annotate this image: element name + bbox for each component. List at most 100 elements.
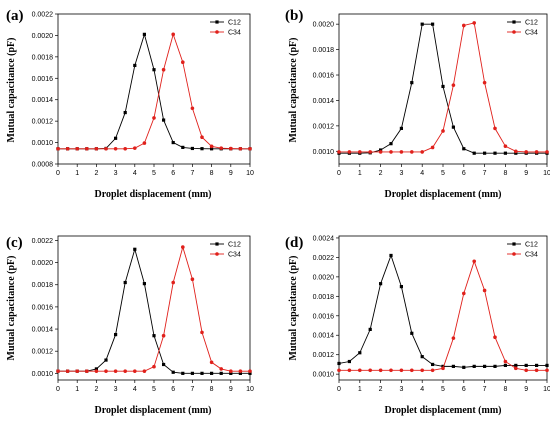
data-point-c34 (472, 259, 477, 264)
x-tick-label: 6 (171, 386, 175, 393)
panel-label: (a) (6, 8, 24, 24)
y-tick-label: 0.0022 (313, 255, 335, 262)
y-tick-label: 0.0018 (32, 54, 54, 61)
data-point-c12 (399, 284, 403, 289)
data-point-c34 (430, 368, 435, 373)
data-point-c12 (545, 363, 549, 368)
data-point-c34 (358, 368, 362, 373)
x-tick-label: 7 (190, 170, 194, 177)
legend-label-c34: C34 (525, 30, 538, 37)
data-point-c34 (209, 144, 214, 149)
data-point-c34 (368, 150, 373, 154)
data-point-c12 (389, 253, 393, 258)
y-axis-label: Mutual capacitance (pF) (6, 256, 17, 361)
x-axis-label: Droplet displacement (mm) (384, 189, 501, 200)
y-tick-label: 0.0012 (313, 352, 335, 359)
data-point-c34 (209, 360, 214, 365)
data-point-c12 (190, 371, 194, 375)
data-point-c34 (56, 369, 60, 373)
panel-label: (b) (285, 8, 303, 24)
data-point-c34 (420, 368, 425, 373)
x-tick-label: 6 (462, 386, 466, 393)
legend-marker-c12 (215, 20, 219, 24)
data-point-c34 (65, 146, 70, 151)
x-tick-label: 0 (56, 170, 60, 177)
data-point-c12 (514, 151, 518, 155)
data-point-c12 (483, 364, 487, 368)
data-point-c12 (451, 125, 455, 129)
plot-frame (338, 235, 548, 381)
data-point-c12 (248, 371, 252, 375)
legend-marker-c34 (512, 30, 516, 34)
x-tick-label: 8 (503, 386, 507, 393)
data-point-c34 (133, 369, 137, 373)
data-point-c12 (152, 68, 156, 72)
data-point-c34 (337, 150, 341, 154)
x-tick-label: 10 (543, 170, 550, 177)
data-point-c12 (114, 332, 118, 337)
data-point-c34 (133, 146, 137, 150)
data-point-c12 (472, 151, 476, 155)
x-tick-label: 5 (441, 386, 445, 393)
y-tick-label: 0.0024 (313, 235, 335, 242)
x-axis-label: Droplet displacement (mm) (384, 405, 501, 416)
x-tick-label: 7 (190, 386, 194, 393)
x-axis-label: Droplet displacement (mm) (94, 189, 211, 200)
data-point-c34 (56, 146, 60, 151)
data-point-c34 (181, 245, 185, 249)
data-point-c12 (379, 148, 383, 152)
data-point-c12 (190, 146, 194, 151)
data-point-c34 (190, 277, 195, 282)
x-tick-label: 0 (337, 170, 341, 177)
legend-marker-c12 (215, 242, 219, 246)
plot-frame (57, 13, 251, 165)
y-tick-label: 0.0022 (32, 238, 54, 245)
data-point-c34 (524, 368, 528, 373)
data-point-c12 (451, 364, 455, 368)
data-point-c34 (410, 150, 414, 154)
legend-marker-c34 (512, 252, 516, 256)
series-line-c34 (339, 259, 547, 371)
data-point-c12 (431, 362, 435, 367)
data-point-c34 (229, 369, 233, 373)
legend-marker-c12 (512, 20, 516, 24)
x-tick-label: 9 (229, 386, 233, 393)
y-tick-label: 0.0020 (313, 22, 335, 29)
x-tick-label: 6 (462, 170, 466, 177)
legend-label-c12: C12 (228, 242, 241, 249)
y-tick-label: 0.0008 (32, 162, 54, 169)
y-tick-label: 0.0014 (313, 98, 335, 105)
data-point-c12 (535, 363, 539, 368)
data-point-c12 (162, 362, 166, 367)
x-tick-label: 8 (210, 386, 214, 393)
x-tick-label: 2 (94, 170, 98, 177)
data-point-c12 (133, 247, 137, 251)
x-tick-label: 9 (524, 386, 528, 393)
data-point-c34 (238, 369, 243, 373)
y-tick-label: 0.0016 (32, 76, 54, 83)
data-point-c12 (162, 118, 166, 122)
data-point-c34 (200, 135, 204, 140)
data-point-c34 (200, 330, 204, 335)
legend-label-c12: C12 (525, 242, 538, 249)
chart-panel-2: 0 1 2 3 4 5 6 7 8 9 10 0.0010 0.0012 0.0014 0.0016 0.00… (285, 8, 550, 200)
data-point-c34 (219, 146, 223, 150)
data-point-c34 (104, 369, 108, 373)
legend-label-c12: C12 (228, 20, 241, 27)
series-line-c34 (58, 32, 250, 150)
y-tick-label: 0.0010 (32, 371, 54, 378)
y-tick-label: 0.0018 (313, 294, 335, 301)
data-point-c34 (441, 366, 445, 371)
data-point-c12 (472, 364, 476, 368)
data-point-c34 (113, 146, 118, 151)
x-tick-label: 3 (114, 170, 118, 177)
data-point-c12 (503, 151, 507, 155)
data-point-c34 (75, 146, 79, 151)
data-point-c34 (248, 369, 252, 373)
y-tick-label: 0.0016 (32, 304, 54, 311)
x-tick-label: 5 (441, 170, 445, 177)
data-point-c12 (114, 136, 118, 140)
series-line-c12 (58, 32, 250, 150)
data-point-c34 (493, 126, 497, 131)
x-tick-label: 10 (543, 386, 550, 393)
